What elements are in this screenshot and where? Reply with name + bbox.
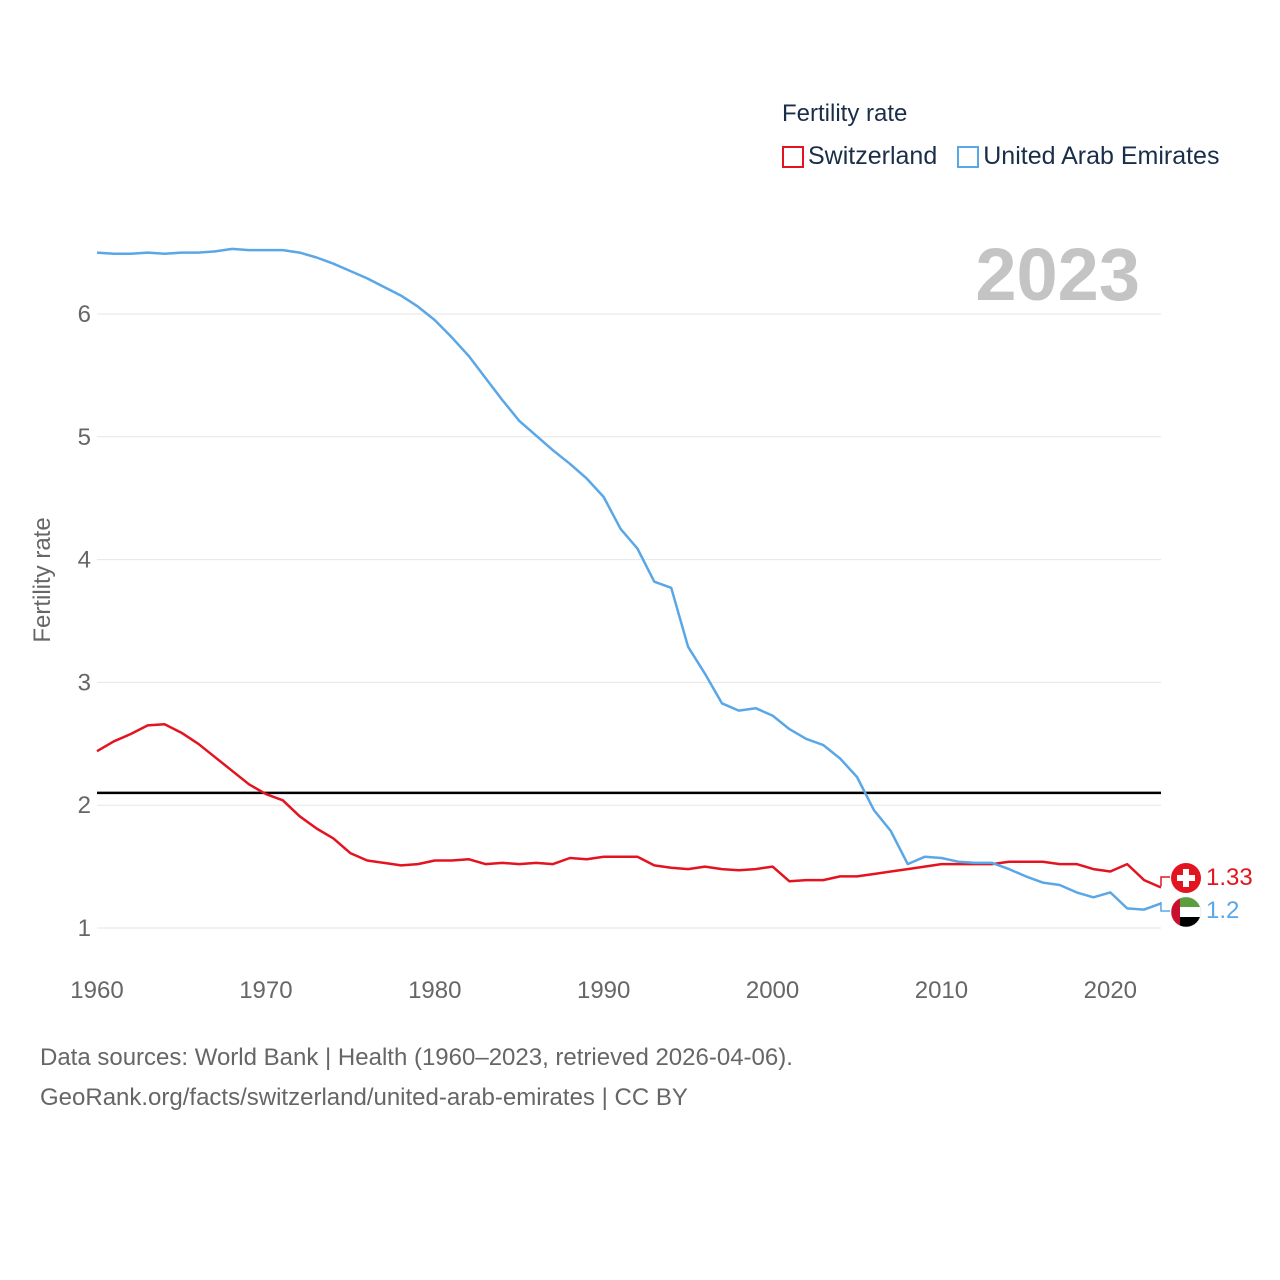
y-tick-label-5: 5 — [78, 424, 91, 451]
legend: Switzerland United Arab Emirates — [782, 142, 1239, 171]
x-tick-label-1990: 1990 — [577, 977, 630, 1004]
x-tick-label-1960: 1960 — [70, 977, 123, 1004]
y-tick-label-4: 4 — [78, 547, 91, 574]
series-line-united-arab-emirates — [96, 247, 1162, 911]
y-tick-label-2: 2 — [78, 792, 91, 819]
x-axis-ticks: 1960 1970 1980 1990 2000 2010 2020 — [70, 977, 1137, 1004]
legend-label-uae: United Arab Emirates — [983, 142, 1220, 170]
legend-item-switzerland[interactable]: Switzerland — [782, 142, 937, 171]
uae-flag-icon — [1170, 896, 1202, 928]
legend-title: Fertility rate — [782, 100, 908, 127]
legend-item-uae[interactable]: United Arab Emirates — [957, 142, 1219, 171]
x-tick-label-1970: 1970 — [239, 977, 292, 1004]
y-axis-label: Fertility rate — [29, 517, 56, 642]
series-line-switzerland — [96, 722, 1162, 889]
y-tick-label-3: 3 — [78, 669, 91, 696]
uae-end-marker: 1.2 — [1160, 896, 1239, 928]
legend-label-switzerland: Switzerland — [808, 142, 938, 170]
switzerland-flag-icon — [1171, 863, 1201, 893]
switzerland-end-value: 1.33 — [1206, 864, 1253, 891]
x-tick-label-2010: 2010 — [915, 977, 968, 1004]
uae-end-value: 1.2 — [1206, 897, 1239, 924]
year-label: 2023 — [975, 233, 1140, 316]
footer-link[interactable]: GeoRank.org/facts/switzerland/united-ara… — [40, 1084, 688, 1111]
gridlines — [97, 313, 1161, 929]
y-tick-label-6: 6 — [78, 301, 91, 328]
switzerland-end-marker: 1.33 — [1160, 863, 1253, 893]
series-lines — [96, 247, 1162, 911]
y-tick-label-1: 1 — [78, 915, 91, 942]
switzerland-swatch — [782, 145, 804, 168]
uae-swatch — [957, 145, 980, 168]
x-tick-label-2000: 2000 — [746, 977, 799, 1004]
x-tick-label-1980: 1980 — [408, 977, 461, 1004]
y-axis-ticks: 1 2 3 4 5 6 — [78, 301, 91, 942]
x-tick-label-2020: 2020 — [1084, 977, 1137, 1004]
footer-sources: Data sources: World Bank | Health (1960–… — [40, 1044, 793, 1071]
